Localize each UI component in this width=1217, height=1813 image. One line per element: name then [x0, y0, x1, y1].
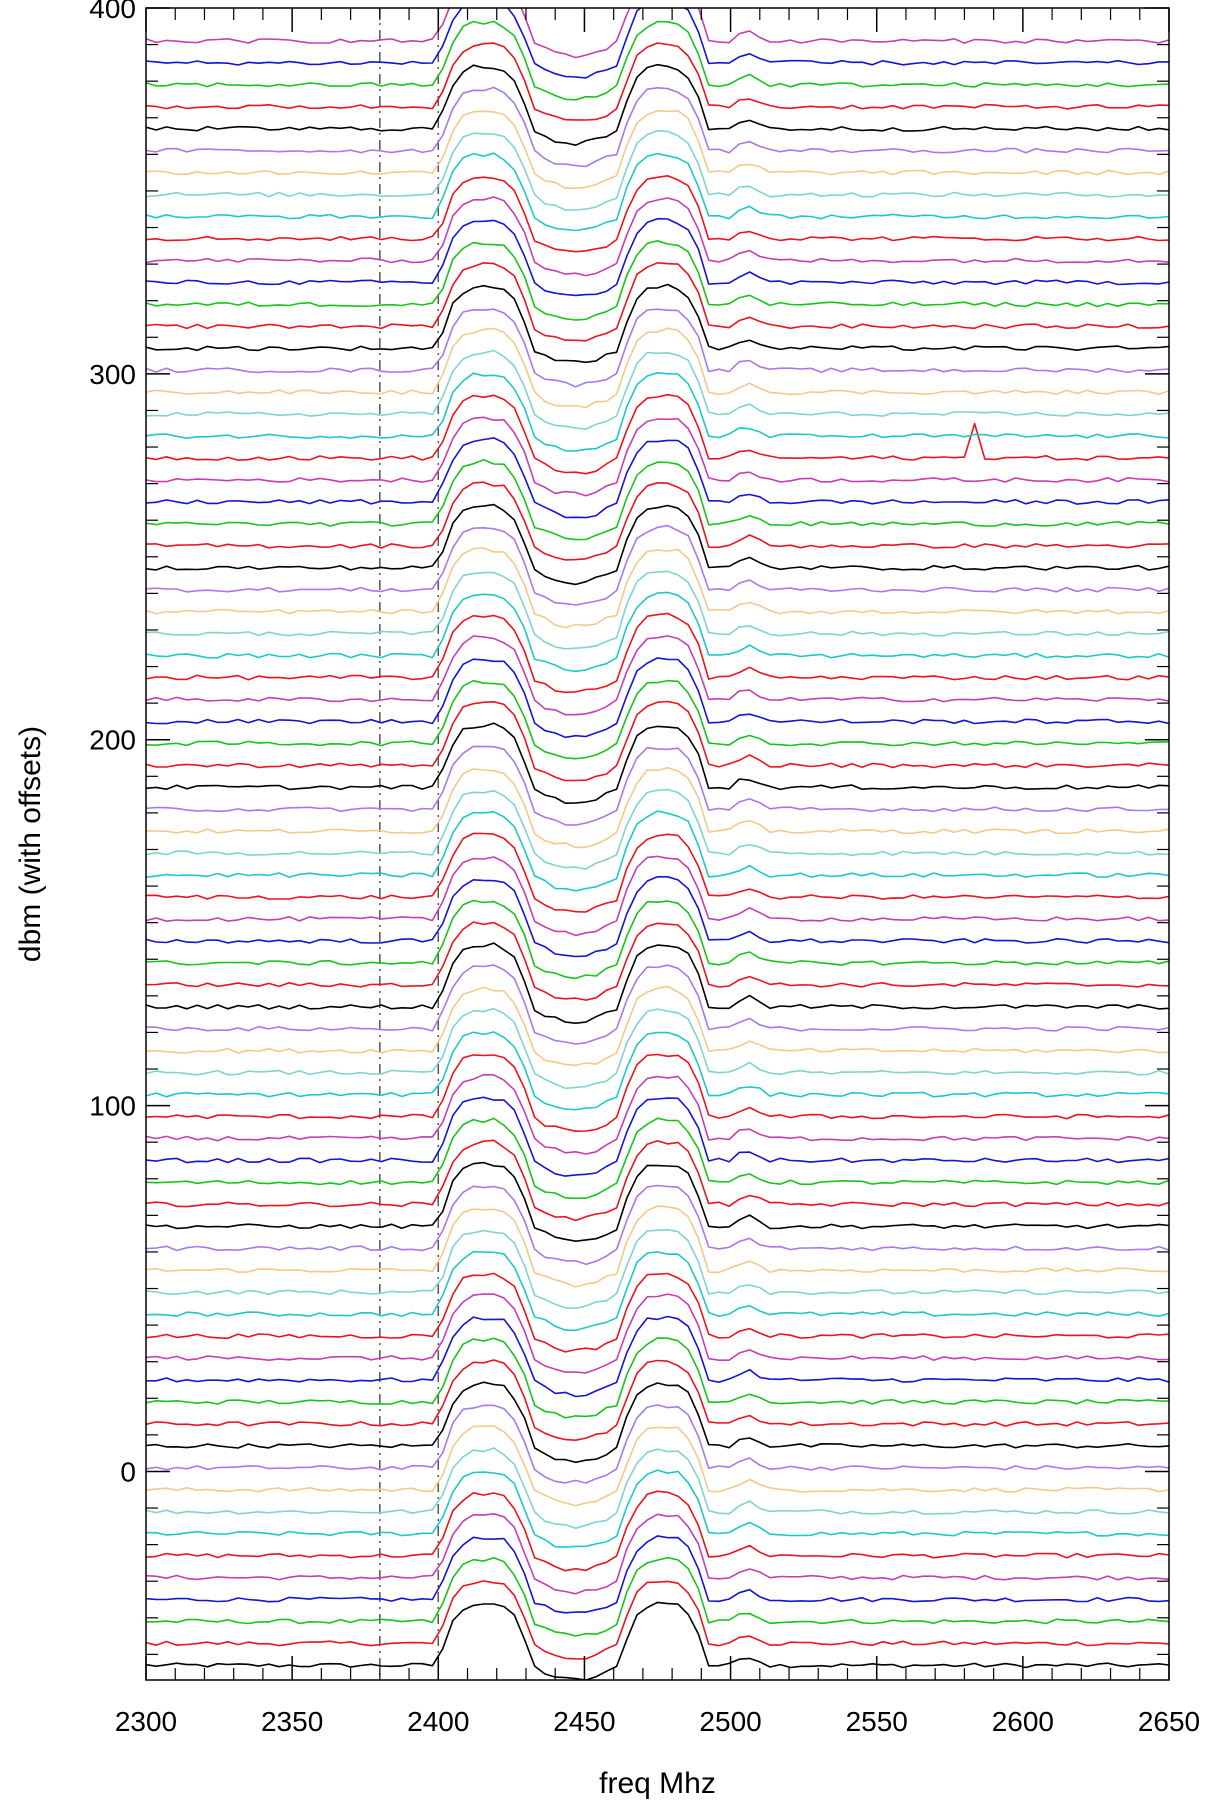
series-line-8 [146, 1447, 1169, 1530]
series-line-39 [146, 766, 1169, 849]
series-line-74 [146, 8, 1169, 79]
series-line-73 [146, 20, 1169, 101]
x-tick-label: 2550 [846, 1706, 908, 1737]
series-line-17 [146, 1250, 1169, 1332]
series-line-44 [146, 657, 1169, 739]
y-tick-label: 0 [120, 1456, 136, 1487]
series-line-16 [146, 1272, 1169, 1353]
series-line-6 [146, 1490, 1169, 1572]
series-line-52 [146, 481, 1169, 561]
series-line-43 [146, 679, 1169, 760]
series-line-68 [146, 129, 1169, 211]
series-line-60 [146, 308, 1169, 388]
series-line-28 [146, 1007, 1169, 1090]
series-line-9 [146, 1425, 1169, 1507]
series-line-18 [146, 1229, 1169, 1310]
series-line-55 [146, 416, 1169, 497]
series-line-59 [146, 327, 1169, 409]
series-line-4 [146, 1535, 1169, 1614]
series-line-50 [146, 524, 1169, 606]
series-line-64 [146, 217, 1169, 297]
series-layer [146, 8, 1169, 1680]
series-line-32 [146, 921, 1169, 1001]
y-tick-label: 400 [89, 0, 136, 24]
series-line-33 [146, 899, 1169, 980]
series-line-36 [146, 832, 1169, 913]
y-axis-title: dbm (with offsets) [14, 726, 47, 962]
series-line-45 [146, 635, 1169, 716]
series-line-75 [146, 8, 1169, 59]
series-line-61 [146, 283, 1169, 364]
x-tick-label: 2650 [1138, 1706, 1200, 1737]
series-line-53 [146, 459, 1169, 541]
series-line-30 [146, 964, 1169, 1045]
series-line-15 [146, 1293, 1169, 1374]
series-line-41 [146, 722, 1169, 804]
x-axis-title: freq Mhz [599, 1767, 716, 1800]
series-line-3 [146, 1556, 1169, 1637]
series-line-13 [146, 1337, 1169, 1419]
axes-layer: 2300 2350 2400 2450 2500 2550 2600 2650 0 100 200 3… [89, 0, 1200, 1737]
series-line-65 [146, 196, 1169, 277]
series-line-70 [146, 86, 1169, 168]
series-line-19 [146, 1205, 1169, 1288]
x-tick-label: 2400 [407, 1706, 469, 1737]
x-tick-label: 2500 [699, 1706, 761, 1737]
series-line-51 [146, 503, 1169, 586]
series-line-11 [146, 1381, 1169, 1464]
y-tick-label: 100 [89, 1091, 136, 1122]
series-line-12 [146, 1359, 1169, 1441]
series-line-42 [146, 700, 1169, 782]
series-line-14 [146, 1315, 1169, 1398]
series-line-21 [146, 1161, 1169, 1242]
series-line-71 [146, 63, 1169, 146]
plot-frame [145, 7, 1170, 1681]
series-line-10 [146, 1404, 1169, 1484]
series-line-2 [146, 1580, 1169, 1660]
series-line-38 [146, 788, 1169, 870]
series-line-62 [146, 262, 1169, 342]
series-line-66 [146, 175, 1169, 253]
x-tick-label: 2450 [553, 1706, 615, 1737]
x-tick-label: 2350 [261, 1706, 323, 1737]
series-line-5 [146, 1513, 1169, 1595]
series-line-1 [146, 1601, 1169, 1680]
series-line-63 [146, 240, 1169, 321]
series-line-20 [146, 1184, 1169, 1266]
x-tick-label: 2300 [115, 1706, 177, 1737]
series-line-31 [146, 942, 1169, 1024]
series-line-56 [146, 393, 1169, 475]
series-line-29 [146, 985, 1169, 1067]
series-line-25 [146, 1073, 1169, 1155]
series-line-26 [146, 1053, 1169, 1132]
series-line-22 [146, 1139, 1169, 1222]
y-tick-label: 200 [89, 725, 136, 756]
series-line-7 [146, 1469, 1169, 1548]
series-line-23 [146, 1117, 1169, 1200]
series-line-67 [146, 152, 1169, 232]
series-line-35 [146, 855, 1169, 937]
x-tick-label: 2600 [992, 1706, 1054, 1737]
series-line-58 [146, 349, 1169, 430]
series-line-27 [146, 1031, 1169, 1111]
series-line-54 [146, 437, 1169, 519]
series-line-72 [146, 42, 1169, 121]
series-line-34 [146, 876, 1169, 958]
series-line-37 [146, 810, 1169, 892]
series-line-57 [146, 372, 1169, 452]
y-tick-label: 300 [89, 359, 136, 390]
series-line-40 [146, 745, 1169, 826]
series-line-69 [146, 110, 1169, 190]
series-line-49 [146, 547, 1169, 629]
series-line-46 [146, 612, 1169, 694]
series-line-48 [146, 570, 1169, 650]
series-line-24 [146, 1096, 1169, 1177]
series-line-47 [146, 591, 1169, 673]
